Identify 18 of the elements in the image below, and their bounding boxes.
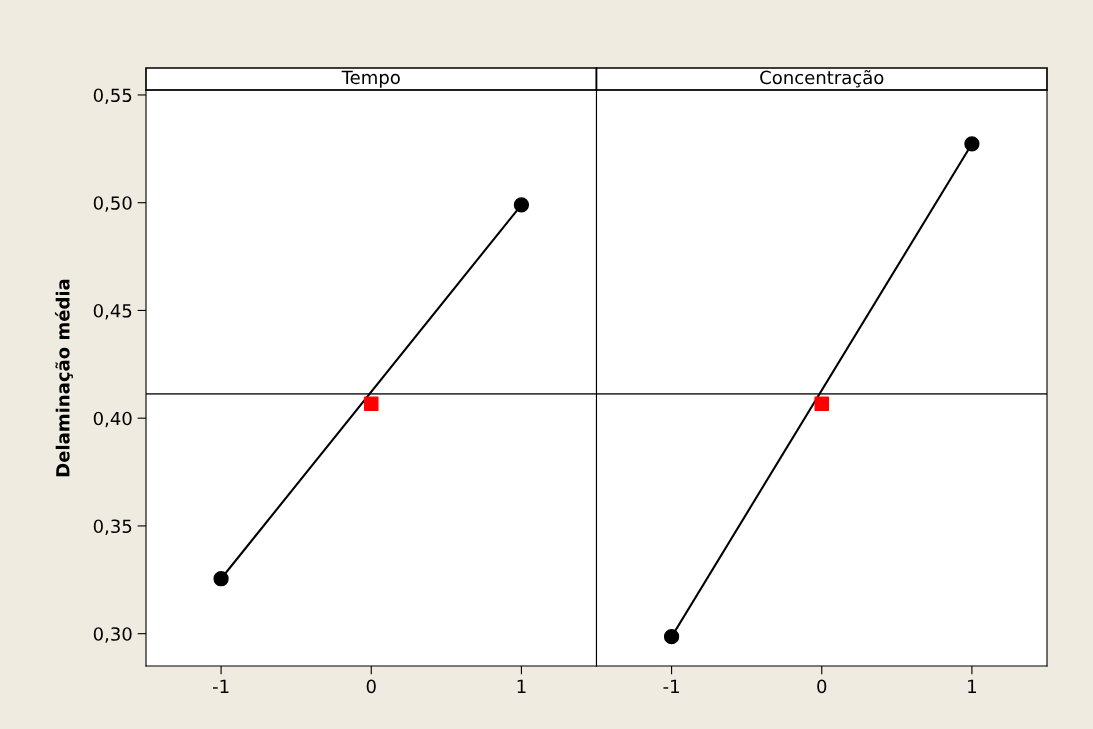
y-tick-label: 0,55	[93, 88, 132, 104]
x-tick-label: 0	[817, 679, 827, 694]
point	[213, 571, 229, 587]
chart-title: Concentração	[760, 69, 884, 88]
x-tick-label: 0	[366, 679, 376, 694]
y-tick-label: 0,50	[93, 196, 132, 212]
x-tick-label: -1	[663, 679, 679, 693]
x-tick-label: 1	[968, 679, 976, 693]
x-tick-label: -1	[212, 679, 229, 693]
y-tick-label: 0,35	[93, 519, 132, 535]
y-axis-title: Delaminação média	[54, 279, 73, 477]
y-tick-label: 0,45	[93, 303, 132, 320]
chart-title: Tempo	[341, 70, 400, 88]
x-tick-label: 1	[517, 679, 526, 693]
point	[363, 396, 379, 412]
y-tick-label: 0,30	[93, 627, 132, 643]
point	[513, 197, 530, 213]
y-tick-label: 0,40	[93, 411, 132, 428]
